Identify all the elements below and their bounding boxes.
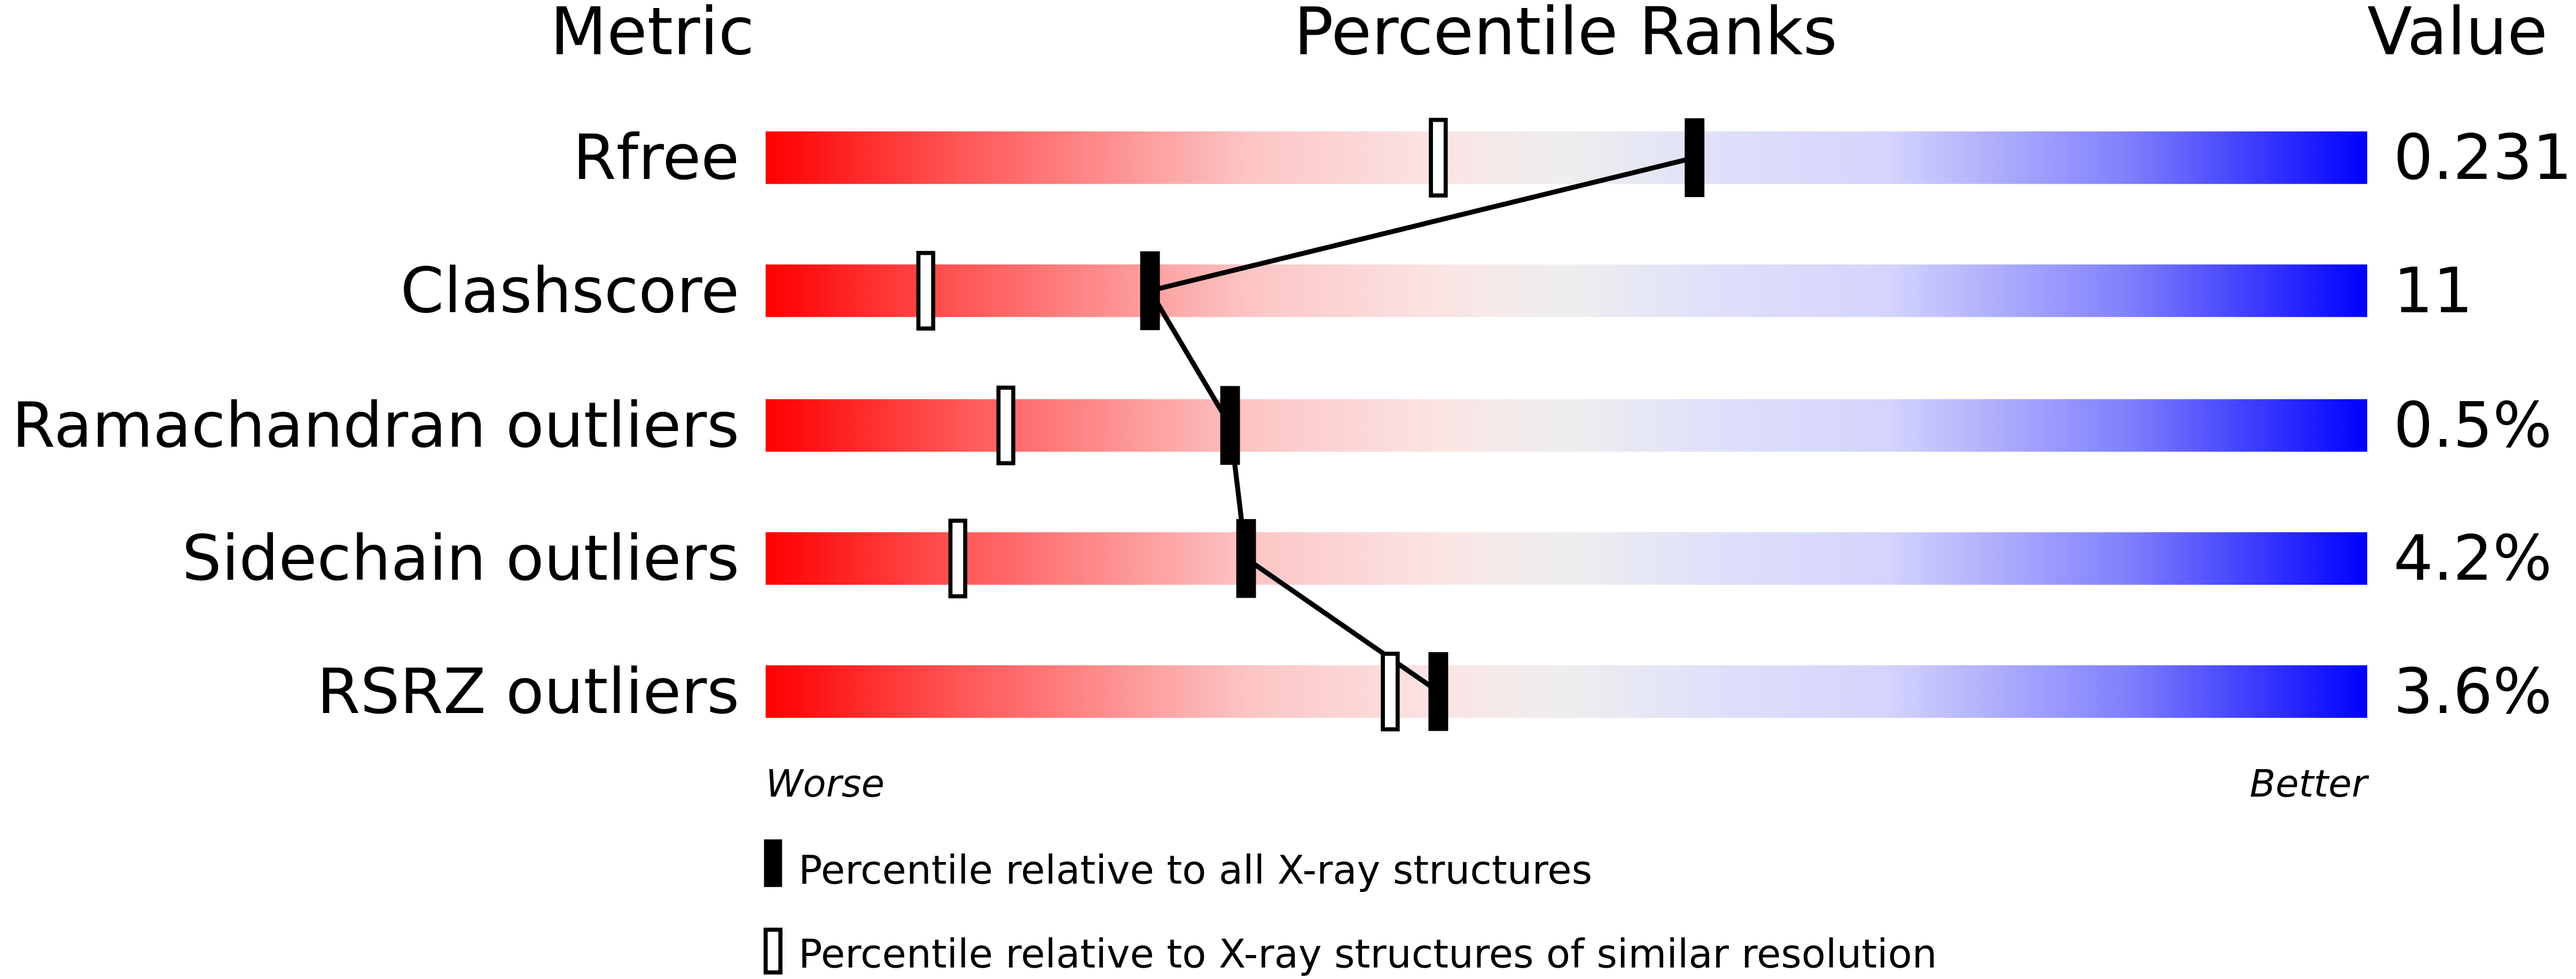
marker-all-structures — [1220, 386, 1240, 465]
header-metric: Metric — [550, 0, 754, 70]
axis-better-label: Better — [2250, 762, 2369, 806]
percentile-bar — [765, 131, 2368, 184]
marker-all-structures — [1140, 251, 1160, 331]
metric-value: 4.2% — [2393, 522, 2552, 595]
header-value: Value — [2367, 0, 2548, 70]
marker-similar-resolution — [916, 250, 936, 331]
legend-similar-label: Percentile relative to X-ray structures … — [798, 931, 1937, 977]
metric-label: Sidechain outliers — [182, 522, 739, 595]
metric-value: 0.5% — [2393, 389, 2552, 462]
marker-similar-resolution — [1381, 652, 1400, 732]
marker-similar-resolution — [996, 385, 1015, 466]
axis-worse-label: Worse — [765, 762, 884, 806]
percentile-bar — [765, 532, 2368, 585]
metric-label: RSRZ outliers — [317, 655, 739, 728]
metric-label: Clashscore — [401, 254, 740, 327]
marker-all-structures — [1685, 118, 1705, 198]
marker-similar-resolution — [948, 519, 968, 599]
percentile-bar — [765, 665, 2368, 718]
percentile-bar — [765, 399, 2368, 452]
metric-label: Rfree — [573, 121, 740, 194]
metric-value: 3.6% — [2393, 655, 2552, 728]
legend-filled-marker — [764, 839, 782, 887]
marker-all-structures — [1428, 652, 1448, 731]
marker-all-structures — [1236, 519, 1256, 598]
metric-label: Ramachandran outliers — [12, 389, 739, 462]
legend-open-marker — [763, 927, 783, 975]
metric-value: 11 — [2393, 254, 2473, 327]
marker-similar-resolution — [1429, 118, 1448, 198]
legend-all-label: Percentile relative to all X-ray structu… — [798, 848, 1592, 894]
metric-value: 0.231 — [2393, 121, 2572, 194]
percentile-bar — [765, 264, 2368, 317]
header-percentile-ranks: Percentile Ranks — [1294, 0, 1837, 70]
